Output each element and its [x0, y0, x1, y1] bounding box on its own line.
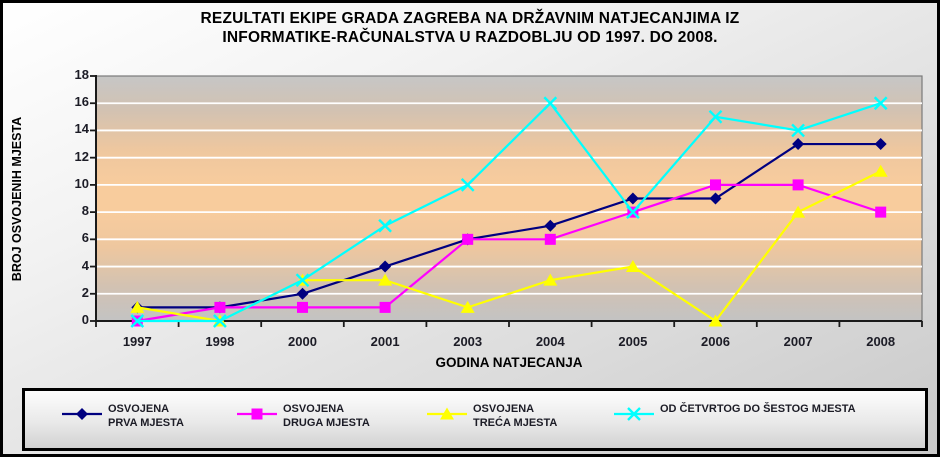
series-1-marker-square — [710, 179, 721, 191]
legend-marker-glyph — [440, 407, 454, 420]
series-3-marker-x — [626, 205, 640, 219]
series-2-marker-triangle — [460, 300, 475, 313]
x-axis-tick-label: 2005 — [618, 334, 648, 349]
legend-triangle-marker-icon — [427, 407, 467, 420]
y-axis-tick-label: 8 — [81, 203, 89, 219]
series-2-marker-triangle — [791, 205, 806, 218]
y-axis-tick-label: 12 — [74, 148, 89, 164]
y-axis-tick-label: 14 — [74, 121, 89, 137]
series-1-marker-square — [875, 206, 887, 218]
legend-label: OSVOJENA PRVA MJESTA — [108, 403, 184, 430]
legend-square-marker-icon — [237, 408, 277, 420]
legend-label: OSVOJENA DRUGA MJESTA — [283, 403, 370, 430]
series-3-marker-x — [295, 273, 310, 288]
series-3-marker-x — [460, 178, 475, 192]
series-1-marker-square — [462, 233, 474, 245]
x-axis-tick-label: 2008 — [866, 334, 896, 349]
series-3-marker-x — [873, 96, 888, 111]
plot-area-background — [95, 75, 923, 322]
x-axis-tick-label: 2007 — [783, 334, 813, 349]
y-axis-tick-label: 16 — [74, 94, 89, 110]
x-axis-tick-label: 2003 — [453, 334, 483, 349]
legend-label-line: OD ČETVRTOG DO ŠESTOG MJESTA — [660, 403, 856, 415]
series-2-marker-triangle — [130, 300, 145, 313]
series-0-marker-diamond — [626, 192, 639, 205]
series-1-marker-square — [544, 233, 556, 245]
x-axis-tick-label: 2004 — [535, 334, 565, 349]
series-3-marker-x — [130, 314, 145, 328]
legend-entry-1: OSVOJENA DRUGA MJESTA — [236, 403, 370, 430]
y-axis-tick-label: 10 — [74, 175, 89, 191]
legend-label-line: DRUGA MJESTA — [283, 416, 370, 429]
series-3-marker-x — [708, 109, 723, 124]
series-2-marker-triangle — [873, 164, 888, 177]
x-axis-tick-label: 1998 — [205, 334, 235, 349]
series-3-marker-x — [543, 96, 558, 111]
legend-label-line: OSVOJENA — [473, 403, 535, 415]
series-2-marker-triangle — [378, 273, 393, 286]
series-line-1 — [137, 183, 882, 323]
y-axis-tick-label: 4 — [81, 257, 89, 273]
series-0-marker-diamond — [296, 287, 309, 300]
series-3-marker-x — [378, 218, 392, 233]
series-1-marker-square — [297, 301, 308, 313]
series-1-marker-square — [379, 301, 391, 313]
y-axis-tick-label: 18 — [74, 67, 89, 82]
legend-x-marker-icon — [614, 407, 654, 421]
x-axis-tick-label: 2001 — [370, 334, 400, 349]
x-axis-tick-label: 2000 — [288, 334, 317, 349]
legend-marker-glyph — [627, 407, 641, 421]
series-3-marker-x — [213, 314, 227, 328]
legend-label-line: OSVOJENA — [283, 403, 345, 415]
legend-label: OSVOJENA TREĆA MJESTA — [473, 403, 557, 430]
legend-label-line: OSVOJENA — [108, 403, 170, 415]
legend-entry-2: OSVOJENA TREĆA MJESTA — [426, 403, 557, 430]
legend-box: OSVOJENA PRVA MJESTA OSVOJENA DRUGA MJESTA O… — [22, 388, 928, 451]
chart-title-line1: REZULTATI EKIPE GRADA ZAGREBA NA DRŽAVNI… — [200, 10, 740, 27]
series-2-marker-triangle — [625, 260, 640, 273]
legend-entry-0: OSVOJENA PRVA MJESTA — [61, 403, 184, 430]
series-0-marker-diamond — [792, 138, 805, 151]
legend-entry-3: OD ČETVRTOG DO ŠESTOG MJESTA — [613, 403, 856, 421]
legend-marker-glyph — [251, 408, 263, 420]
plot-area — [90, 75, 923, 328]
series-2-marker-triangle — [543, 273, 558, 286]
x-axis-tick-label: 2006 — [701, 334, 730, 349]
y-axis-tick-label: 0 — [81, 312, 89, 327]
legend-label: OD ČETVRTOG DO ŠESTOG MJESTA — [660, 403, 856, 417]
series-0-marker-diamond — [379, 260, 392, 273]
legend-label-line: PRVA MJESTA — [108, 416, 184, 429]
series-1-marker-square — [792, 179, 804, 191]
series-line-3 — [137, 101, 882, 323]
x-axis-tick-label: 1997 — [122, 334, 152, 349]
chart-title-line2: INFORMATIKE-RAČUNALSTVA U RAZDOBLJU OD 1… — [222, 28, 718, 46]
series-0-marker-diamond — [709, 192, 722, 205]
y-axis-tick-label: 2 — [81, 284, 89, 300]
x-axis-title: GODINA NATJECANJA — [435, 355, 583, 370]
y-axis-tick-label: 6 — [81, 230, 89, 246]
series-1-marker-square — [214, 301, 226, 313]
series-2-marker-triangle — [708, 314, 723, 327]
series-0-marker-diamond — [874, 138, 887, 151]
legend-label-line: TREĆA MJESTA — [473, 416, 558, 429]
series-3-marker-x — [791, 123, 805, 138]
series-0-marker-diamond — [544, 219, 557, 232]
legend-marker-glyph — [76, 408, 88, 420]
legend-diamond-marker-icon — [62, 408, 102, 420]
chart-title: REZULTATI EKIPE GRADA ZAGREBA NA DRŽAVNI… — [3, 10, 937, 47]
